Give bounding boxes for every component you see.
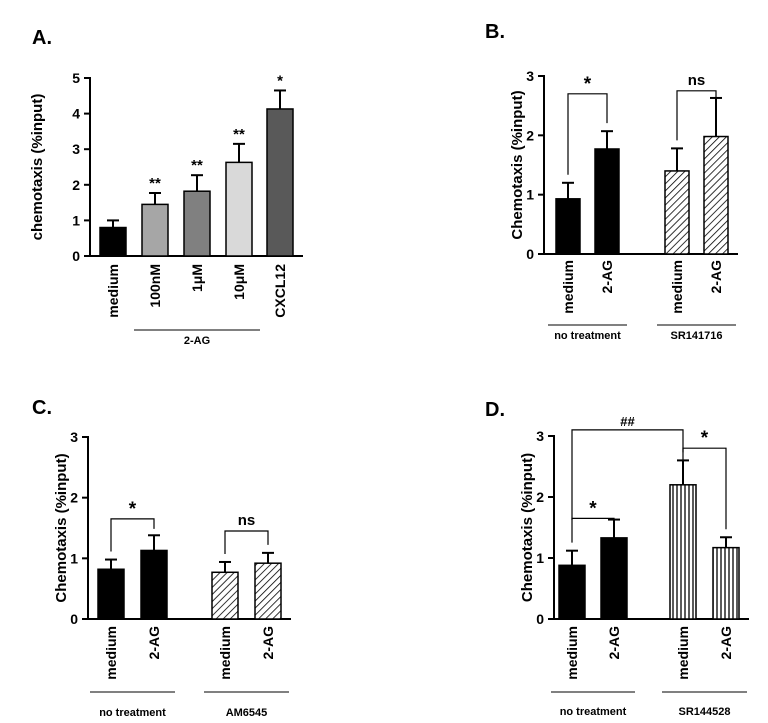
panel-label: D. [485, 399, 505, 421]
bar-2 [140, 549, 168, 620]
significance-bracket [571, 517, 615, 543]
y-tick-label: 2 [536, 489, 544, 505]
significance-bracket [571, 429, 684, 520]
y-tick-label: 1 [70, 550, 78, 566]
category-label: 2-AG [260, 626, 276, 660]
category-label: medium [560, 260, 576, 314]
bar-1 [97, 568, 125, 620]
category-label: 2-AG [708, 260, 724, 294]
panel-a: A. chemotaxis (%input) 0 1 2 3 4 5 medium ** 100nM… [29, 27, 303, 347]
significance-bracket [567, 93, 608, 175]
bar-2 [600, 537, 628, 620]
y-tick-label: 0 [70, 611, 78, 627]
y-tick-label: 2 [526, 127, 534, 143]
significance-bracket [224, 530, 269, 554]
group-label: no treatment [554, 330, 621, 342]
bar-1 [99, 226, 127, 257]
category-label: medium [675, 626, 691, 680]
y-tick-label: 0 [526, 246, 534, 262]
panel-label: A. [32, 27, 52, 49]
group-label: AM6545 [226, 707, 268, 719]
y-tick-label: 3 [72, 141, 80, 157]
group-label: no treatment [99, 707, 166, 719]
y-tick-label: 1 [526, 187, 534, 203]
y-tick-label: 3 [70, 429, 78, 445]
y-tick-label: 1 [536, 550, 544, 566]
y-tick-label: 1 [72, 212, 80, 228]
significance-mark: * [277, 72, 283, 89]
group-label: no treatment [560, 706, 627, 718]
group-label: 2-AG [184, 335, 210, 347]
bar-1 [558, 564, 586, 620]
category-label: medium [103, 626, 119, 680]
bar-3 [211, 571, 239, 620]
bar-3 [669, 484, 697, 620]
bar-4 [712, 546, 740, 620]
bracket-label: ns [238, 512, 256, 529]
category-label: medium [105, 264, 121, 318]
bar-2 [141, 203, 169, 257]
category-label: CXCL12 [272, 264, 288, 318]
category-label: medium [564, 626, 580, 680]
significance-mark: ** [191, 157, 203, 174]
significance-mark: ** [149, 175, 161, 192]
bar-3 [183, 190, 211, 257]
panel-label: C. [32, 397, 52, 419]
y-axis-title: Chemotaxis (%input) [519, 453, 536, 602]
significance-bracket [110, 518, 155, 552]
y-tick-label: 5 [72, 70, 80, 86]
category-label: 1μM [189, 264, 205, 292]
significance-bracket [682, 447, 727, 530]
y-tick-label: 3 [526, 68, 534, 84]
bar-4 [703, 135, 729, 255]
category-label: 2-AG [146, 626, 162, 660]
panel-label: B. [485, 21, 505, 43]
panel-d: D. Chemotaxis (%input)0 1 2 3 medium 2-AG mediu… [485, 399, 749, 718]
y-axis-title: chemotaxis (%input) [29, 94, 46, 241]
bar-4 [254, 562, 282, 620]
category-label: 2-AG [606, 626, 622, 660]
category-label: medium [217, 626, 233, 680]
bracket-label: ns [688, 72, 706, 89]
bracket-label: * [129, 499, 137, 520]
bar-3 [664, 170, 690, 255]
y-tick-label: 3 [536, 428, 544, 444]
category-label: 2-AG [718, 626, 734, 660]
group-label: SR141716 [671, 330, 723, 342]
y-axis-title: Chemotaxis (%input) [53, 453, 70, 602]
y-tick-label: 0 [536, 611, 544, 627]
category-label: 10μM [231, 264, 247, 300]
bar-4 [225, 161, 253, 257]
bar-2 [594, 148, 620, 255]
bracket-label: * [584, 74, 592, 95]
bar-5 [266, 108, 294, 257]
significance-mark: ** [233, 126, 245, 143]
bracket-label: * [701, 428, 709, 449]
category-label: 100nM [147, 264, 163, 308]
group-label: SR144528 [679, 706, 731, 718]
y-axis-title: Chemotaxis (%input) [509, 90, 526, 239]
category-label: medium [669, 260, 685, 314]
significance-bracket [676, 90, 717, 141]
category-label: 2-AG [599, 260, 615, 294]
y-tick-label: 0 [72, 248, 80, 264]
y-tick-label: 4 [72, 106, 80, 122]
panel-b: B. Chemotaxis (%input)0 1 2 3 medium 2-AG mediu… [485, 21, 738, 342]
y-tick-label: 2 [72, 177, 80, 193]
bracket-label: * [589, 498, 597, 519]
panel-c: C. Chemotaxis (%input)0 1 2 3 medium 2-AG mediu… [32, 397, 291, 719]
y-tick-label: 2 [70, 490, 78, 506]
bar-1 [555, 198, 581, 255]
bracket-label: ## [620, 414, 635, 429]
